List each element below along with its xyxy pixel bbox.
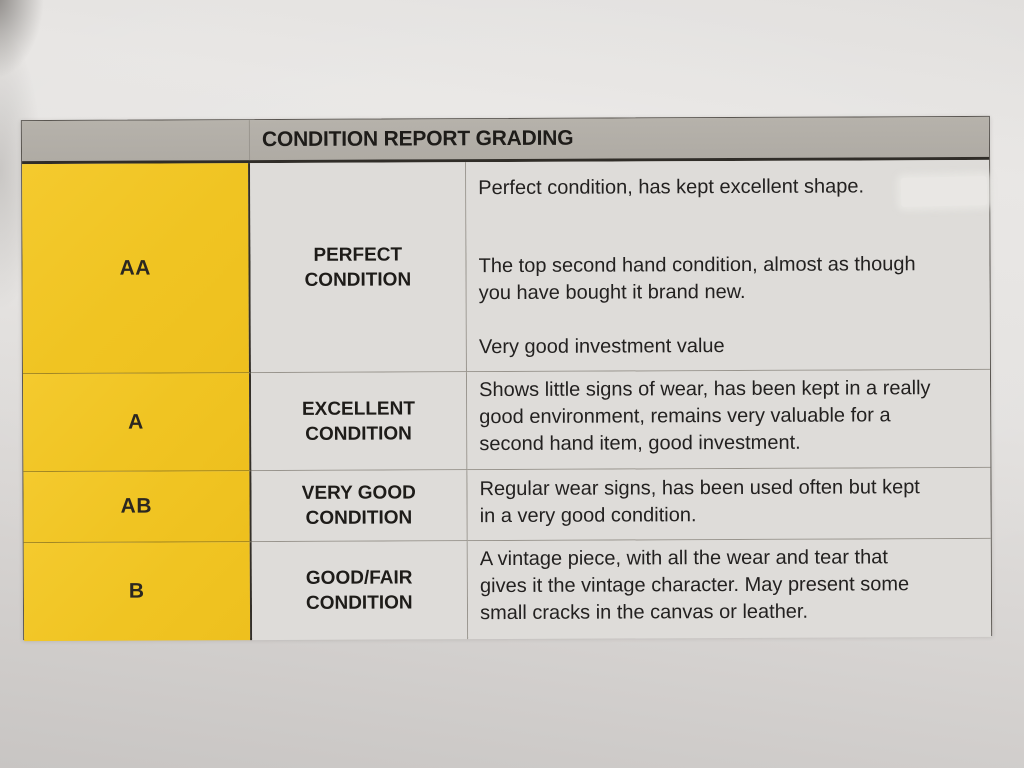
description-paragraph: The top second hand condition, almost as… [478, 253, 916, 305]
grade-cell-a: A [22, 373, 251, 473]
description-cell-ab: Regular wear signs, has been used often … [467, 467, 991, 542]
grade-cell-ab: AB [23, 471, 252, 544]
grade-row-ab: AB VERY GOOD CONDITION Regular wear sign… [23, 467, 991, 544]
whiteout-patch [900, 176, 988, 207]
grade-row-aa: AA PERFECT CONDITION Perfect condition, … [22, 159, 990, 375]
header-spacer-cell [21, 120, 251, 162]
condition-cell-aa: PERFECT CONDITION [249, 162, 468, 374]
condition-label: VERY GOOD CONDITION [301, 482, 416, 529]
condition-cell-a: EXCELLENT CONDITION [250, 372, 468, 472]
description-paragraph: A vintage piece, with all the wear and t… [479, 546, 910, 625]
grade-label: AB [120, 494, 153, 518]
condition-label: GOOD/FAIR CONDITION [305, 567, 413, 614]
grade-cell-b: B [23, 542, 252, 642]
description-paragraph: Regular wear signs, has been used often … [479, 476, 920, 528]
grade-label: AA [119, 256, 152, 280]
condition-report-table: CONDITION REPORT GRADING AA PERFECT COND… [20, 115, 993, 642]
condition-cell-ab: VERY GOOD CONDITION [250, 470, 468, 543]
grade-row-a: A EXCELLENT CONDITION Shows little signs… [22, 369, 991, 473]
grade-label: B [128, 579, 145, 603]
grade-row-b: B GOOD/FAIR CONDITION A vintage piece, w… [23, 538, 992, 642]
description-paragraph: Very good investment value [478, 335, 725, 359]
condition-label: PERFECT CONDITION [304, 243, 412, 291]
grade-label: A [128, 410, 144, 434]
grade-cell-aa: AA [22, 163, 251, 375]
description-cell-b: A vintage piece, with all the wear and t… [467, 538, 992, 640]
description-paragraph: Perfect condition, has kept excellent sh… [478, 175, 865, 200]
description-paragraph: Shows little signs of wear, has been kep… [479, 377, 931, 456]
table-title: CONDITION REPORT GRADING [261, 126, 574, 152]
condition-label: EXCELLENT CONDITION [301, 397, 415, 445]
condition-cell-b: GOOD/FAIR CONDITION [251, 541, 469, 641]
table-header-row: CONDITION REPORT GRADING [21, 116, 990, 165]
description-cell-a: Shows little signs of wear, has been kep… [467, 369, 991, 471]
